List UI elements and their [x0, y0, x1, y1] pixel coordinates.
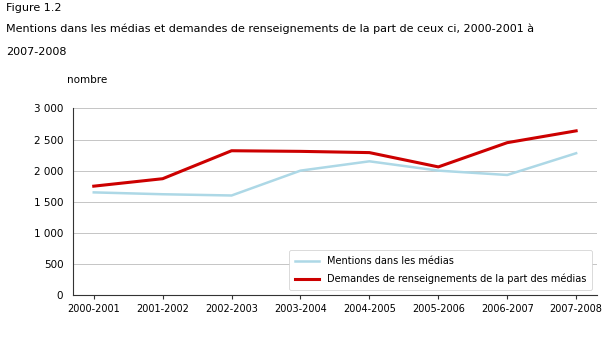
Mentions dans les médias [159, 192, 166, 196]
Text: Mentions dans les médias et demandes de renseignements de la part de ceux ci, 20: Mentions dans les médias et demandes de … [6, 24, 534, 34]
Mentions dans les médias [572, 151, 580, 155]
Text: nombre: nombre [67, 75, 107, 85]
Mentions dans les médias [435, 168, 442, 173]
Demandes de renseignements de la part des médias [366, 151, 373, 155]
Mentions dans les médias [504, 173, 511, 177]
Text: 2007-2008: 2007-2008 [6, 47, 66, 57]
Mentions dans les médias [228, 194, 235, 198]
Demandes de renseignements de la part des médias [228, 149, 235, 153]
Demandes de renseignements de la part des médias [159, 177, 166, 181]
Legend: Mentions dans les médias, Demandes de renseignements de la part des médias: Mentions dans les médias, Demandes de re… [289, 250, 592, 290]
Demandes de renseignements de la part des médias [504, 141, 511, 145]
Text: Figure 1.2: Figure 1.2 [6, 3, 62, 13]
Line: Demandes de renseignements de la part des médias: Demandes de renseignements de la part de… [94, 131, 576, 186]
Mentions dans les médias [297, 168, 304, 173]
Mentions dans les médias [90, 191, 97, 195]
Line: Mentions dans les médias: Mentions dans les médias [94, 153, 576, 196]
Mentions dans les médias [366, 159, 373, 163]
Demandes de renseignements de la part des médias [90, 184, 97, 188]
Demandes de renseignements de la part des médias [572, 129, 580, 133]
Demandes de renseignements de la part des médias [297, 149, 304, 153]
Demandes de renseignements de la part des médias [435, 165, 442, 169]
